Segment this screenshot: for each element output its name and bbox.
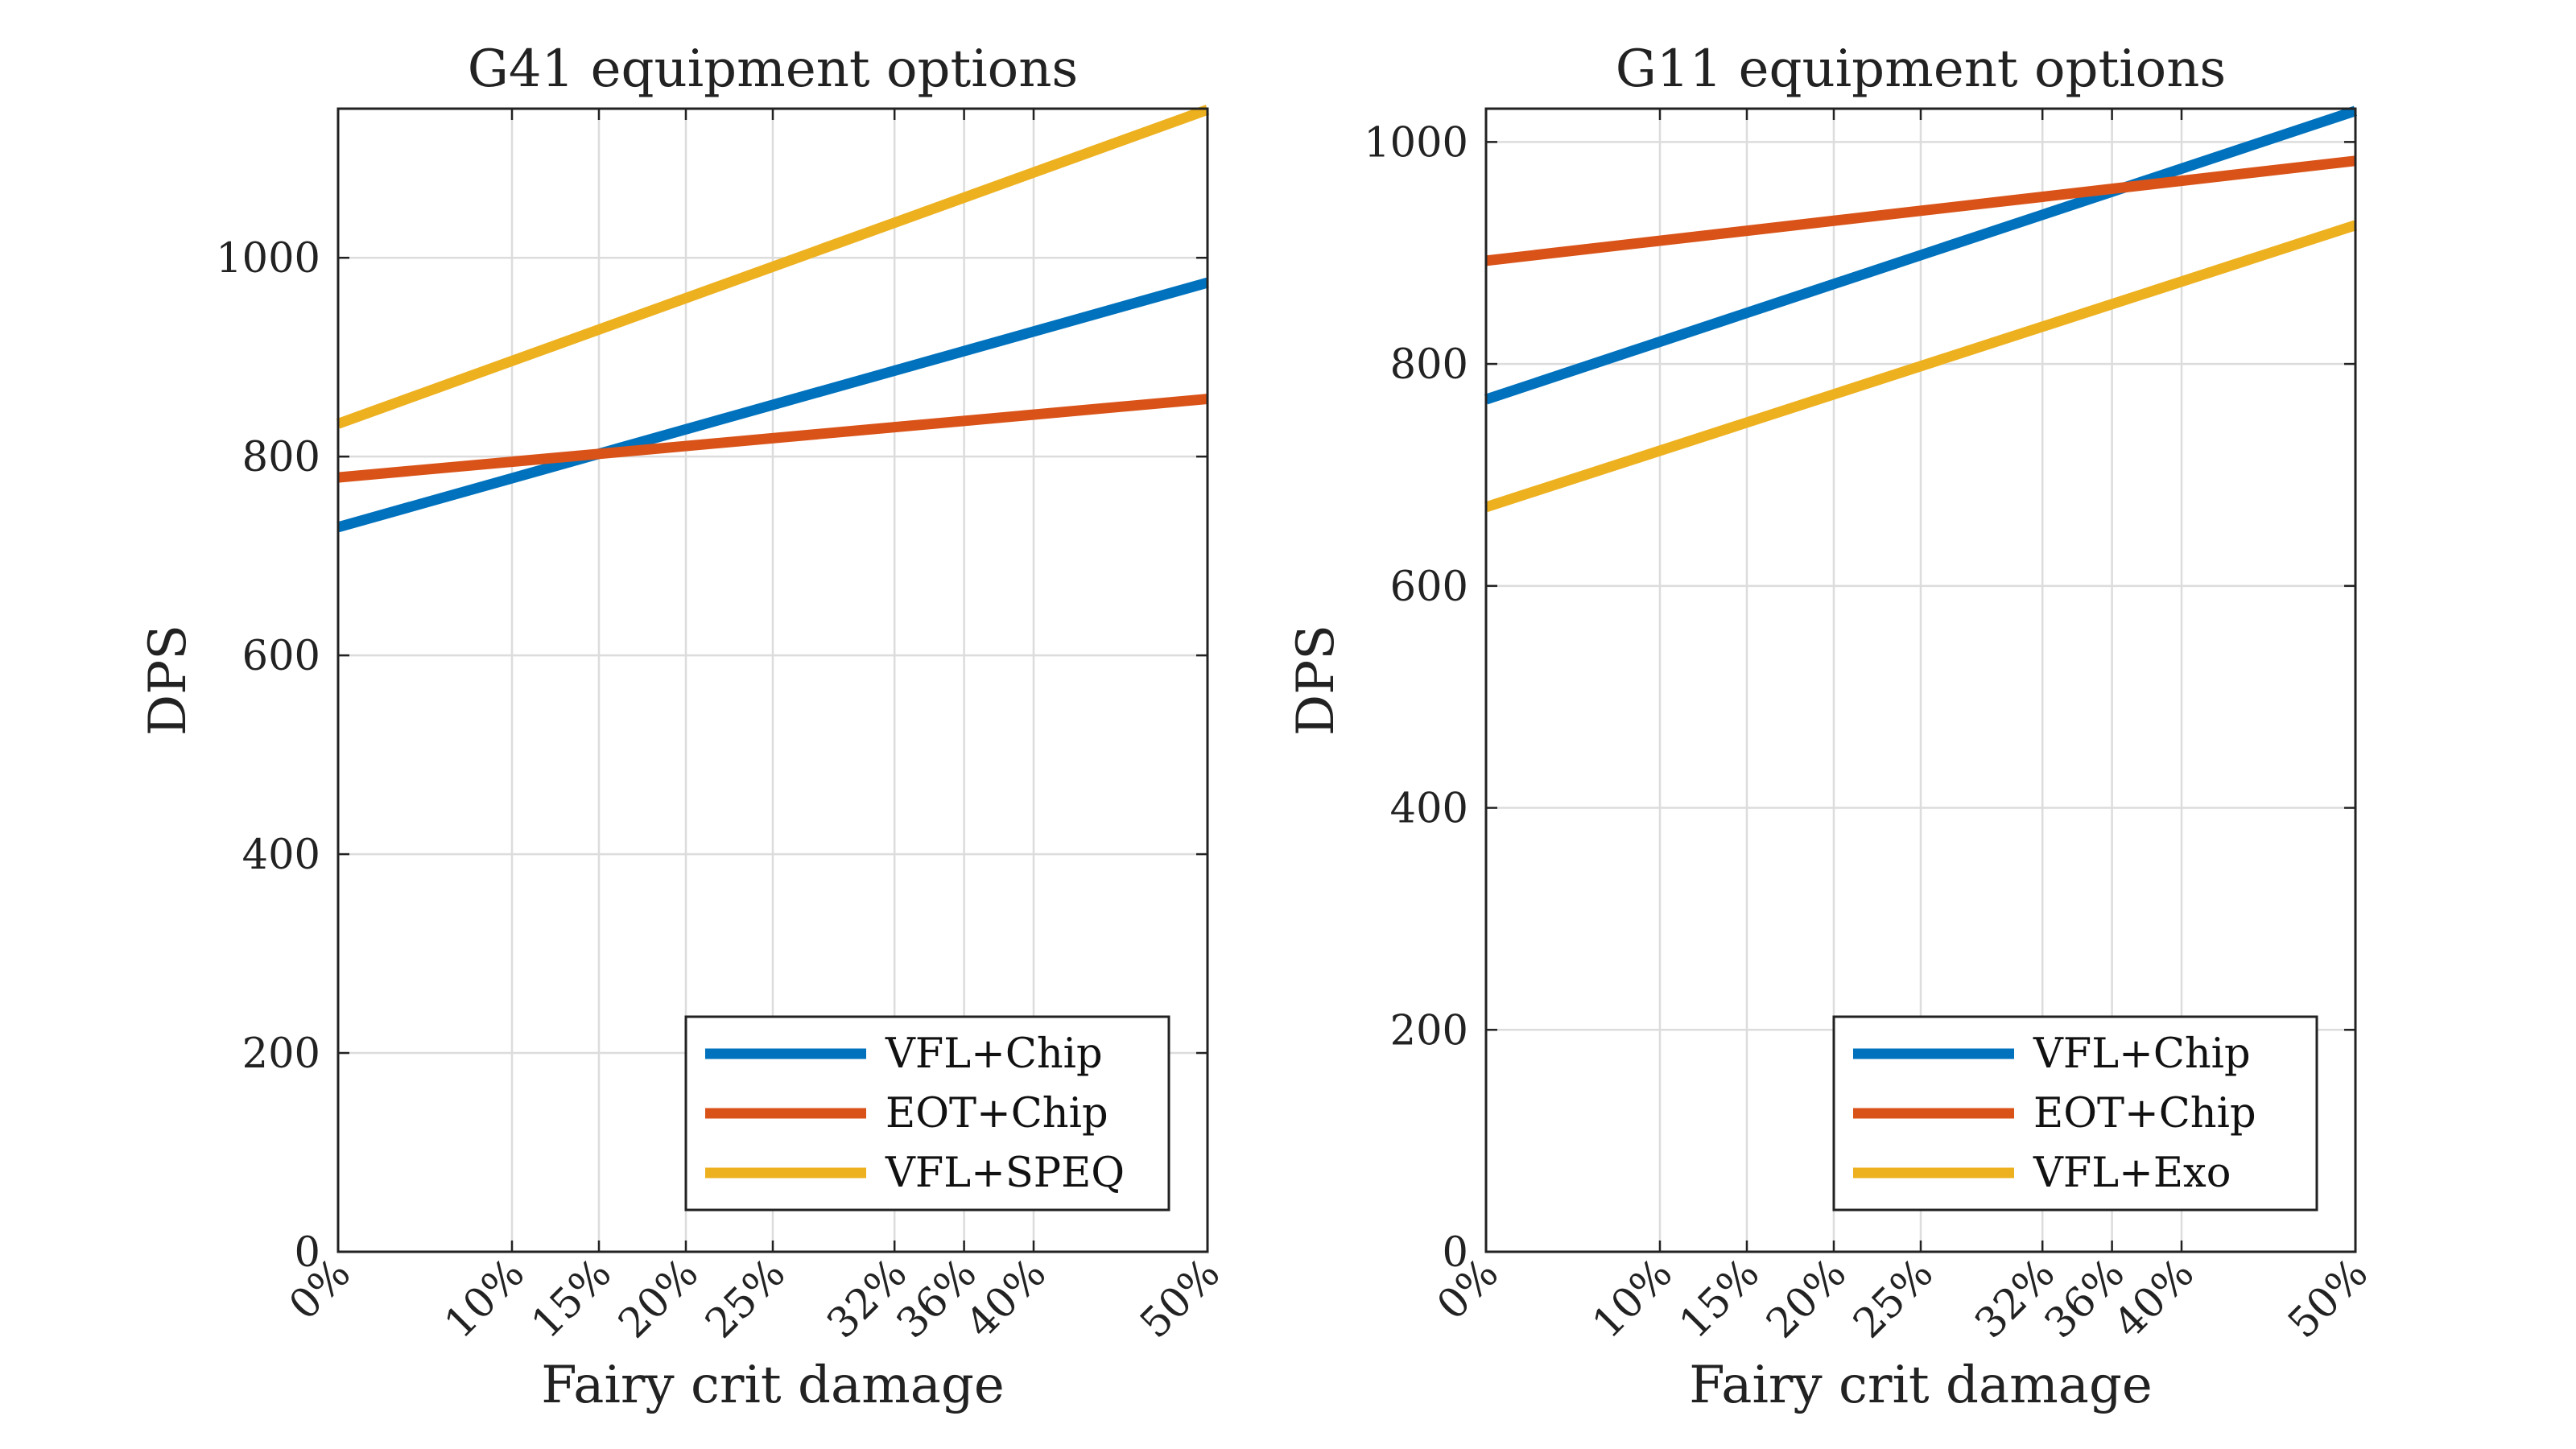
series-line-3 [336,105,1210,429]
x-tick-label: 32% [1967,1249,2065,1348]
x-tick-label: 20% [1757,1249,1856,1348]
series-line-2 [337,394,1208,483]
y-tick-label: 400 [242,832,320,879]
y-tick-label: 1000 [1364,119,1468,167]
x-tick-label: 10% [1583,1249,1682,1348]
series-line-1 [1484,105,2358,405]
x-tick-label: 20% [609,1249,708,1348]
legend-label-1: VFL+Chip [2033,1030,2251,1078]
legend-label-3: VFL+SPEQ [885,1150,1125,1197]
legend-label-1: VFL+Chip [885,1030,1103,1078]
y-tick-label: 800 [1390,341,1468,389]
y-axis-label: DPS [138,625,198,736]
chart-panel-g41: 0 200 400 600 800 1000 0% 10%15%20%25% 32%36%40%… [138,39,1229,1415]
x-tick-label: 40% [957,1249,1055,1348]
x-tick-label: 36% [888,1249,986,1348]
x-tick-label: 10% [436,1249,534,1348]
y-tick-label: 800 [242,434,320,481]
x-tick-label: 40% [2105,1249,2203,1348]
axes-box [1484,107,2357,1253]
y-tick-label: 600 [242,633,320,680]
x-axis-label: Fairy crit damage [541,1356,1005,1415]
legend-label-3: VFL+Exo [2033,1150,2231,1197]
x-axis-label: Fairy crit damage [1689,1356,2153,1415]
chart-title: G11 equipment options [1616,39,2227,99]
x-tick-label: 25% [1844,1249,1942,1348]
chart-panel-g11: 0 200 400 600 800 1000 0% 10%15%20%25% 32%36%40%… [1286,39,2377,1415]
y-tick-label: 200 [242,1030,320,1078]
y-tick-label: 1000 [216,235,320,283]
legend-label-2: EOT+Chip [886,1090,1108,1137]
x-tick-label: 32% [819,1249,917,1348]
y-tick-label: 400 [1390,786,1468,833]
y-tick-label: 0 [295,1229,320,1277]
x-tick-label: 25% [696,1249,795,1348]
series-line-3 [1484,220,2358,513]
legend-label-2: EOT+Chip [2033,1090,2256,1137]
chart-title: G41 equipment options [468,39,1079,99]
series-line-2 [1485,155,2356,266]
y-axis-label: DPS [1286,625,1346,736]
x-tick-label: 0% [280,1249,360,1329]
x-tick-label: 50% [2279,1249,2377,1348]
axes-box [336,107,1209,1253]
x-tick-label: 0% [1428,1249,1508,1329]
y-tick-label: 0 [1443,1229,1468,1277]
series-line-1 [336,277,1209,533]
x-tick-label: 50% [1131,1249,1229,1348]
y-tick-label: 200 [1390,1007,1468,1055]
x-tick-label: 36% [2036,1249,2134,1348]
y-tick-label: 600 [1390,564,1468,611]
x-tick-label: 15% [522,1249,621,1348]
x-tick-label: 15% [1670,1249,1769,1348]
